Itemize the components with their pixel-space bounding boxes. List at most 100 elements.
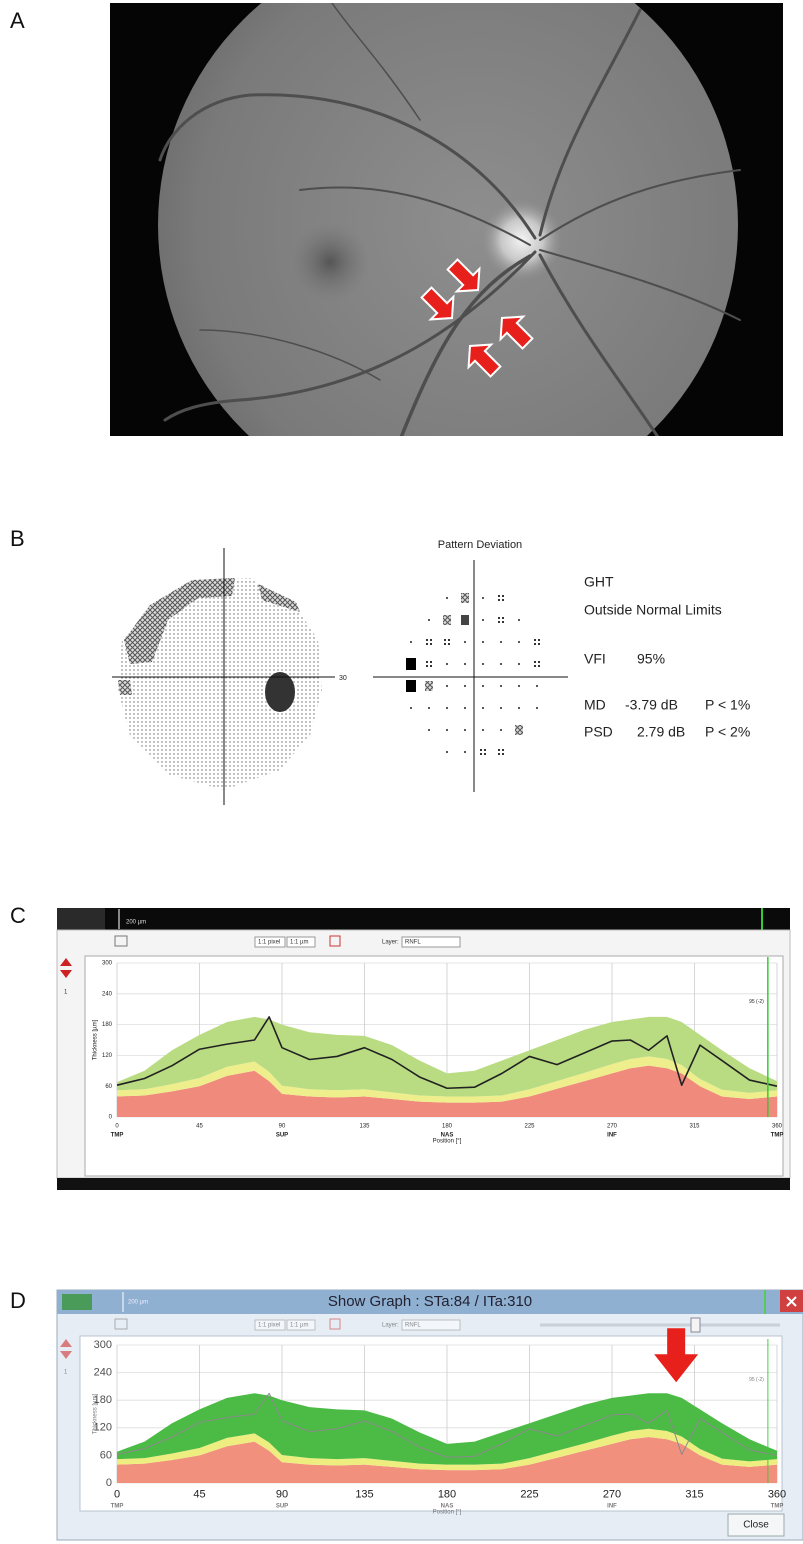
panel-label: C [10, 903, 26, 928]
sector-label: TMP [771, 1504, 784, 1510]
divider [122, 1292, 124, 1312]
gray-scale-plot: 30 [112, 548, 347, 805]
pd-dot [536, 707, 538, 709]
x-axis-label: Position [°] [433, 1139, 462, 1145]
pd-dot [500, 641, 502, 643]
pd-dot [482, 641, 484, 643]
pd-dot [536, 685, 538, 687]
toolbar-text: 1:1 µm [290, 1323, 308, 1329]
pd-dot [482, 707, 484, 709]
pd-dot4 [426, 661, 428, 663]
pd-dot4 [426, 665, 428, 667]
label: VFI [584, 651, 606, 667]
pd-dot4 [534, 643, 536, 645]
image-strip [57, 908, 790, 930]
x-tick-label: 360 [772, 1124, 783, 1130]
x-tick-label: 270 [603, 1488, 621, 1500]
x-tick-label: 135 [355, 1488, 373, 1500]
pd-dot4 [448, 639, 450, 641]
value: Outside Normal Limits [584, 602, 722, 618]
divider [118, 909, 120, 929]
y-axis-label: Thickness [µm] [93, 1393, 99, 1434]
y-axis-label: Thickness [µm] [93, 1019, 99, 1060]
sector-label: SUP [276, 1504, 288, 1510]
pd-dot [464, 685, 466, 687]
pd-dot4 [534, 661, 536, 663]
pd-black [406, 658, 416, 670]
pd-dot4 [502, 753, 504, 755]
y-tick-label: 180 [102, 1022, 113, 1028]
scale-bar: 200 µm [126, 920, 146, 926]
pd-dot4 [480, 753, 482, 755]
pd-dot [500, 729, 502, 731]
pd-hatch [425, 681, 433, 691]
pd-dot4 [430, 643, 432, 645]
x-tick-label: 180 [442, 1124, 453, 1130]
pd-dot [428, 707, 430, 709]
y-tick-label: 300 [94, 1339, 112, 1351]
page: {"panel_labels": ["A", "B", "C", "D"], "… [0, 0, 803, 1544]
pd-dot [428, 619, 430, 621]
panel-label: A [10, 8, 25, 33]
pd-dot4 [534, 665, 536, 667]
pd-dot [446, 597, 448, 599]
toolbar-text: 1:1 pixel [258, 940, 280, 946]
pd-dot [428, 729, 430, 731]
p-value: P < 1% [705, 697, 750, 713]
pd-dot4 [426, 639, 428, 641]
pd-dot4 [498, 595, 500, 597]
value: -3.79 dB [625, 697, 678, 713]
toolbar-text: Layer: [382, 940, 399, 946]
sector-label: TMP [111, 1504, 124, 1510]
pd-dot [518, 685, 520, 687]
x-tick-label: 45 [196, 1124, 203, 1130]
pd-dot [518, 641, 520, 643]
annotation: 95 (-2) [749, 1377, 764, 1383]
pd-hatch [443, 615, 451, 625]
pd-dot [464, 751, 466, 753]
defect-area [118, 680, 132, 695]
pd-dot [500, 663, 502, 665]
panel-label: B [10, 526, 25, 551]
pd-dot4 [444, 643, 446, 645]
thumbnail [57, 908, 105, 930]
y-tick-label: 240 [102, 991, 113, 997]
pd-dot4 [430, 665, 432, 667]
pd-dot4 [502, 621, 504, 623]
pattern-deviation: Pattern Deviation [373, 539, 568, 792]
pd-dot4 [498, 753, 500, 755]
annotation: 95 (-2) [749, 999, 764, 1005]
sector-label: SUP [276, 1133, 288, 1139]
pd-dot4 [502, 599, 504, 601]
pd-dot [518, 707, 520, 709]
x-axis-label: Position [°] [433, 1510, 462, 1516]
pd-dot4 [502, 749, 504, 751]
x-tick-label: 0 [114, 1488, 120, 1500]
pd-dot [446, 751, 448, 753]
y-tick-label: 300 [102, 961, 113, 967]
pd-dot4 [498, 749, 500, 751]
pd-dot4 [484, 749, 486, 751]
x-tick-label: 225 [524, 1124, 535, 1130]
pd-hatch [461, 593, 469, 603]
y-tick-label: 0 [106, 1477, 112, 1489]
close-label: Close [743, 1520, 769, 1531]
pd-dot [464, 729, 466, 731]
x-tick-label: 360 [768, 1488, 786, 1500]
toolbar-text: Layer: [382, 1323, 399, 1329]
scale-bar: 200 µm [128, 1300, 148, 1306]
pd-dot [500, 685, 502, 687]
pd-dot [410, 641, 412, 643]
pd-dot4 [538, 643, 540, 645]
pd-dot4 [534, 639, 536, 641]
pd-dot [482, 663, 484, 665]
toolbar-text: 1:1 µm [290, 940, 308, 946]
pd-dot4 [538, 639, 540, 641]
p-value: P < 2% [705, 724, 750, 740]
slider-handle[interactable] [691, 1318, 700, 1332]
pd-dot4 [484, 753, 486, 755]
blind-spot [265, 672, 295, 712]
sector-label: INF [607, 1133, 617, 1139]
pd-dot [464, 663, 466, 665]
x-tick-label: 90 [279, 1124, 286, 1130]
